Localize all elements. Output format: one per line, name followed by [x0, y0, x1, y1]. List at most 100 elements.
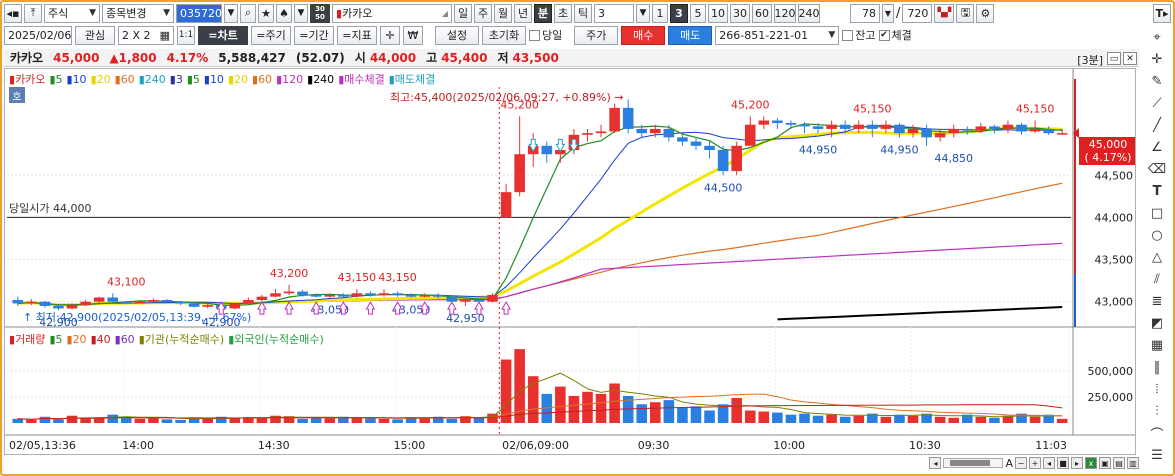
grid-lines-icon[interactable]: ▦ [1150, 337, 1164, 353]
plus-icon[interactable]: + [1029, 457, 1041, 469]
text-tool-icon[interactable]: T▸ [1153, 3, 1171, 23]
account-select[interactable]: 266-851-221-01 ▼ [715, 25, 840, 45]
change-symbol-select[interactable]: 종목변경 ▼ [102, 3, 174, 23]
trend-line-icon[interactable]: ⟋ [1152, 95, 1162, 111]
period-year[interactable]: 년 [514, 3, 532, 23]
eraser-icon[interactable]: ⌫ [1147, 161, 1167, 177]
volume-bar [595, 393, 607, 423]
date-field[interactable]: 2025/02/06 [4, 25, 72, 45]
today-checkbox[interactable]: 당일 [529, 27, 562, 43]
period-week[interactable]: 주 [474, 3, 492, 23]
minimize-icon[interactable]: ▭ [1107, 52, 1121, 65]
price-button[interactable]: 주가 [574, 25, 619, 45]
stock-name-field[interactable]: ▮ 카카오 ◢ [332, 3, 452, 23]
fan-icon[interactable]: ⫶ [1155, 403, 1159, 419]
view-count-input[interactable]: 78 [850, 3, 880, 23]
stock-code-input[interactable]: 035720 [176, 3, 222, 23]
scroll-thumb[interactable] [950, 460, 991, 466]
minus-icon[interactable]: − [1015, 457, 1027, 469]
circle-icon[interactable]: ○ [1151, 227, 1163, 243]
fibonacci-icon[interactable]: ≣ [1151, 293, 1163, 309]
preset-120[interactable]: 120 [774, 3, 796, 23]
rectangle-icon[interactable]: □ [1150, 205, 1164, 221]
fill-checkbox[interactable]: ✔ 체결 [878, 27, 912, 43]
market-select[interactable]: 주식 ▼ [44, 3, 100, 23]
code-dropdown-button[interactable]: ▼ [224, 3, 238, 23]
chart-menu-button[interactable]: =차트 [198, 25, 248, 45]
font-size-label[interactable]: A [1005, 456, 1013, 470]
reset-button[interactable]: 초기화 [482, 25, 526, 45]
candle-body [812, 126, 824, 129]
preset-10[interactable]: 10 [708, 3, 728, 23]
period-month[interactable]: 월 [494, 3, 512, 23]
balance-checkbox[interactable]: 잔고 [842, 27, 876, 43]
period-minute[interactable]: 분 [534, 3, 552, 23]
period-compare-button[interactable]: 30 50 [310, 3, 330, 23]
interest-button[interactable]: 관심 [75, 25, 115, 45]
parallel-lines-icon[interactable]: ⫽ [1154, 271, 1160, 287]
preset-5[interactable]: 5 [690, 3, 706, 23]
prev-icon[interactable]: ◂ [1043, 457, 1055, 469]
quote-badge[interactable]: 호 [9, 87, 25, 103]
view-count-dropdown[interactable]: ▼ [882, 3, 894, 23]
stop-icon[interactable]: ■ [1057, 457, 1069, 469]
crosshair-draw-icon[interactable]: ✛ [1151, 51, 1163, 67]
crosshair-icon[interactable]: ✛ [380, 25, 400, 45]
line-icon[interactable]: ╱ [1153, 117, 1161, 133]
print-icon[interactable]: ▤ [1113, 457, 1125, 469]
arc-icon[interactable]: ⌒ [1150, 427, 1164, 443]
volume-bar [188, 417, 200, 423]
period-menu-button[interactable]: =기간 [294, 25, 334, 45]
period-tick[interactable]: 틱 [574, 3, 592, 23]
save-icon[interactable]: 🖫 [956, 3, 975, 23]
preset-3[interactable]: 3 [670, 3, 688, 23]
cursor-icon[interactable]: ⌖ [1153, 29, 1161, 45]
layout-select[interactable]: 2 X 2 ▦ [118, 25, 174, 45]
period-second[interactable]: 초 [554, 3, 572, 23]
buy-button[interactable]: 매수 [621, 25, 666, 45]
period-day[interactable]: 일 [454, 3, 472, 23]
search-icon[interactable]: ⌕ [240, 3, 256, 23]
preset-240[interactable]: 240 [798, 3, 820, 23]
scroll-track[interactable] [943, 458, 1004, 468]
spade-icon[interactable]: ♠ [276, 3, 292, 23]
scroll-left-icon[interactable]: ◂ [929, 457, 942, 469]
pen-icon[interactable]: ✎ [1151, 73, 1163, 89]
currency-icon[interactable]: ₩ [403, 25, 423, 45]
chart-panel[interactable]: 43,100 43,200 43,150 43,150 45,200 45,200 45,1… [4, 68, 1136, 455]
sell-button[interactable]: 매도 [668, 25, 713, 45]
chevron-down-icon[interactable]: ▼ [294, 3, 308, 23]
star-icon[interactable]: ★ [258, 3, 274, 23]
pin-icon[interactable]: ◂▪ [4, 3, 22, 23]
vertical-lines-icon[interactable]: ‖ [1153, 359, 1161, 375]
cycle-lines-icon[interactable]: ⦙ [1155, 381, 1159, 397]
list-icon[interactable]: ☰ [1151, 447, 1163, 463]
grid-icon[interactable]: ▚▞ [934, 3, 955, 23]
high-annotation: 최고:45,400(2025/02/06,09:27, +0.89%) → [390, 89, 624, 105]
preset-1[interactable]: 1 [652, 3, 668, 23]
settings-button[interactable]: 설정 [435, 25, 479, 45]
settings-small-icon[interactable]: ▥ [1127, 457, 1139, 469]
minute-input[interactable]: 3 [594, 3, 634, 23]
time-axis-label: 11:03 [1035, 439, 1067, 452]
text-icon[interactable]: T [1152, 183, 1162, 199]
excel-icon[interactable]: x [1085, 457, 1097, 469]
indicator-menu-button[interactable]: =지표 [337, 25, 377, 45]
gann-icon[interactable]: ◩ [1150, 315, 1164, 331]
next-icon[interactable]: ▸ [1071, 457, 1083, 469]
angle-icon[interactable]: ∠ [1151, 139, 1163, 155]
legend-ma10: ▮10 [66, 72, 87, 86]
preset-60[interactable]: 60 [752, 3, 772, 23]
triangle-icon[interactable]: △ [1152, 249, 1162, 265]
close-icon[interactable]: ✕ [1123, 52, 1137, 65]
volume-bar [527, 376, 539, 423]
upload-icon[interactable]: ⤒ [24, 3, 42, 23]
minute-dropdown-button[interactable]: ▼ [636, 3, 650, 23]
chart-canvas[interactable]: 43,100 43,200 43,150 43,150 45,200 45,200 45,1… [5, 69, 1136, 455]
cycle-menu-button[interactable]: =주기 [251, 25, 291, 45]
preset-30[interactable]: 30 [730, 3, 750, 23]
gear-icon[interactable]: ⚙ [976, 3, 995, 23]
ma240-line [777, 306, 1063, 321]
ratio-button[interactable]: 1:1 [177, 25, 195, 45]
save-file-icon[interactable]: ▣ [1099, 457, 1111, 469]
